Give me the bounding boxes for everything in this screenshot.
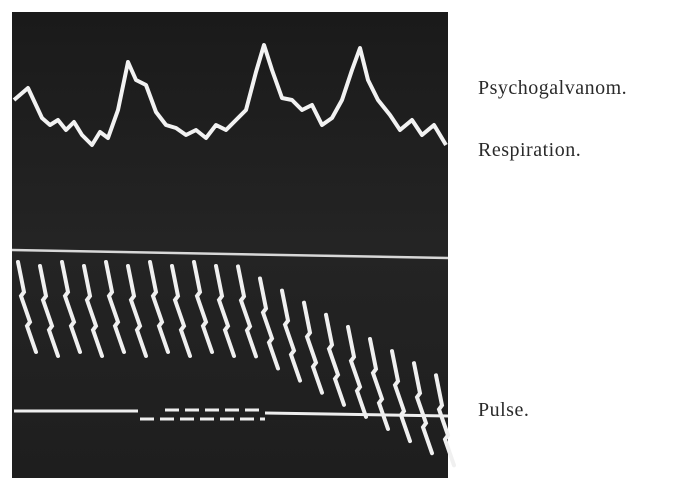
label-pulse: Pulse. <box>478 399 529 421</box>
label-psychogalvanometer: Psychogalvanom. <box>478 77 627 99</box>
label-respiration: Respiration. <box>478 139 581 161</box>
figure: Psychogalvanom. Respiration. Pulse. <box>0 0 678 488</box>
page: {"labels": {"psychogalvanometer": "Psych… <box>0 0 678 488</box>
